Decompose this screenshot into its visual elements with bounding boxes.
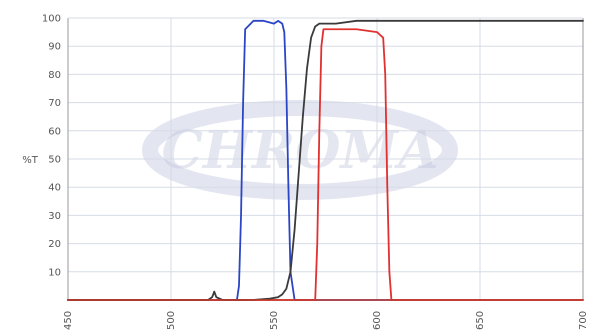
x-tick-label: 550 <box>269 311 280 330</box>
x-tick-label: 700 <box>578 311 589 330</box>
x-axis-ticks: 450 500 550 600 650 700 <box>63 311 589 330</box>
series-line-2 <box>67 28 584 301</box>
watermark-ellipse <box>142 100 458 200</box>
x-tick-label: 450 <box>63 311 74 330</box>
series-group <box>67 19 584 301</box>
x-tick-label: 500 <box>166 311 177 330</box>
y-tick-label: 90 <box>48 42 61 53</box>
y-tick-label: 40 <box>48 183 61 194</box>
y-tick-label: 100 <box>42 14 61 25</box>
series-line-3 <box>67 19 584 301</box>
plot-frame <box>67 17 584 300</box>
x-tick-label: 600 <box>372 311 383 330</box>
y-tick-label: 70 <box>48 98 61 109</box>
grid <box>67 17 584 300</box>
y-tick-label: 50 <box>48 155 61 166</box>
x-tick-label: 650 <box>475 311 486 330</box>
y-tick-label: 60 <box>48 126 61 137</box>
y-tick-label: 10 <box>48 267 61 278</box>
y-tick-label: 30 <box>48 211 61 222</box>
y-axis-title: %T <box>22 155 39 166</box>
series-line-1 <box>67 19 584 301</box>
y-tick-label: 80 <box>48 70 61 81</box>
y-tick-label: 20 <box>48 239 61 250</box>
y-axis-ticks: 10 20 30 40 50 60 70 80 90 100 <box>42 14 61 279</box>
